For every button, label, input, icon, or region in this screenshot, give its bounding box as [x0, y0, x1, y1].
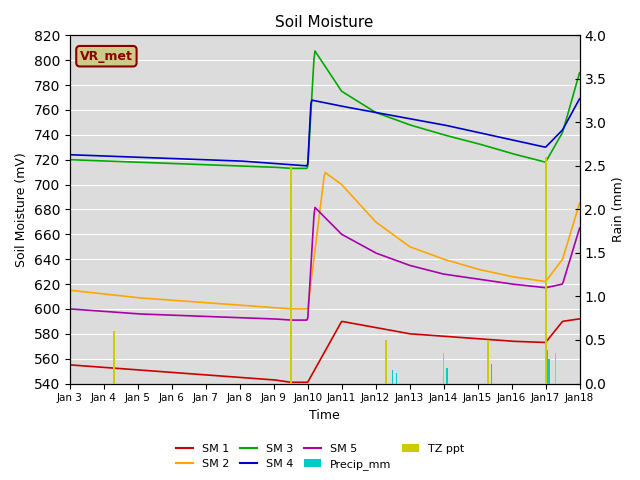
Bar — [548, 359, 550, 384]
SM 3 — [344, 92, 351, 98]
SM 5 — [313, 206, 321, 212]
SM 5 — [371, 250, 379, 256]
SM 2 — [287, 306, 295, 312]
Bar — [547, 350, 548, 384]
SM 4 — [564, 117, 572, 122]
SM 4 — [343, 104, 351, 110]
SM 3 — [66, 157, 74, 163]
Bar — [487, 340, 489, 384]
Title: Soil Moisture: Soil Moisture — [275, 15, 374, 30]
SM 1 — [309, 370, 317, 376]
SM 4 — [576, 96, 584, 102]
Bar — [392, 371, 394, 384]
Bar — [290, 166, 292, 384]
SM 2 — [344, 188, 351, 194]
SM 2 — [321, 169, 329, 175]
SM 2 — [312, 239, 320, 245]
SM 3 — [311, 48, 319, 54]
Line: SM 1: SM 1 — [70, 319, 580, 382]
SM 5 — [66, 306, 74, 312]
SM 1 — [485, 336, 493, 342]
SM 2 — [576, 200, 584, 206]
SM 1 — [287, 379, 295, 385]
SM 5 — [344, 235, 351, 240]
Line: SM 2: SM 2 — [70, 172, 580, 309]
SM 4 — [303, 163, 310, 168]
Y-axis label: Soil Moisture (mV): Soil Moisture (mV) — [15, 152, 28, 267]
SM 4 — [485, 132, 493, 138]
SM 1 — [564, 318, 572, 324]
SM 5 — [576, 225, 584, 231]
Line: SM 4: SM 4 — [70, 99, 580, 166]
Line: SM 3: SM 3 — [70, 51, 580, 168]
SM 2 — [486, 269, 493, 275]
SM 4 — [312, 98, 320, 104]
Text: VR_met: VR_met — [80, 50, 133, 63]
Bar — [545, 340, 547, 384]
SM 3 — [309, 74, 317, 80]
SM 4 — [309, 97, 317, 103]
SM 1 — [371, 324, 378, 330]
SM 2 — [66, 288, 74, 293]
SM 2 — [566, 234, 573, 240]
SM 1 — [343, 319, 351, 325]
SM 5 — [566, 259, 573, 264]
Line: SM 5: SM 5 — [70, 207, 580, 320]
SM 3 — [287, 166, 295, 171]
Bar — [385, 340, 387, 384]
SM 2 — [371, 218, 379, 224]
Bar — [490, 364, 492, 384]
SM 1 — [312, 364, 320, 370]
SM 5 — [309, 230, 317, 236]
SM 3 — [486, 144, 493, 150]
Bar — [446, 368, 448, 384]
Bar — [443, 353, 444, 384]
SM 5 — [287, 317, 295, 323]
SM 1 — [66, 362, 74, 368]
Y-axis label: Rain (mm): Rain (mm) — [612, 177, 625, 242]
Bar — [555, 353, 556, 384]
SM 5 — [486, 278, 493, 284]
SM 1 — [576, 316, 584, 322]
SM 4 — [371, 109, 378, 115]
Bar — [545, 157, 547, 384]
SM 3 — [576, 70, 584, 75]
X-axis label: Time: Time — [309, 409, 340, 422]
SM 2 — [309, 264, 317, 270]
SM 3 — [371, 109, 379, 115]
Bar — [113, 331, 115, 384]
Legend: SM 1, SM 2, SM 3, SM 4, SM 5, Precip_mm, TZ ppt: SM 1, SM 2, SM 3, SM 4, SM 5, Precip_mm,… — [172, 439, 468, 474]
SM 3 — [566, 106, 573, 111]
SM 5 — [311, 204, 319, 210]
SM 3 — [313, 51, 321, 57]
SM 4 — [66, 152, 74, 157]
Bar — [396, 373, 397, 384]
